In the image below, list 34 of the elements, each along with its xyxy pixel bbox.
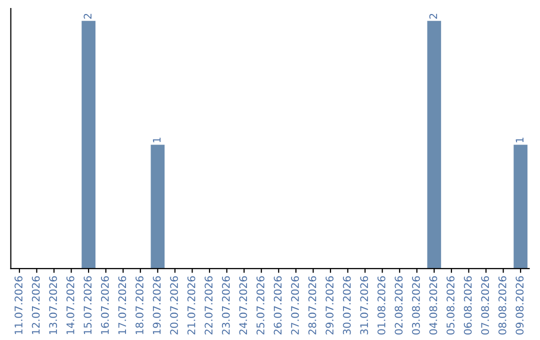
x-tick-label: 01.08.2026 <box>377 276 386 334</box>
x-tick-label: 30.07.2026 <box>342 276 351 334</box>
x-tick-label: 15.07.2026 <box>84 276 92 334</box>
x-tick-label: 16.07.2026 <box>100 276 109 334</box>
x-tick-label: 25.07.2026 <box>256 276 264 334</box>
x-tick-label: 17.07.2026 <box>118 276 126 334</box>
x-tick-label: 28.07.2026 <box>308 276 316 334</box>
x-tick-label: 05.08.2026 <box>446 276 454 334</box>
x-tick-label: 19.07.2026 <box>152 276 161 334</box>
x-tick-label: 12.07.2026 <box>32 276 40 334</box>
x-tick-label: 02.08.2026 <box>394 276 403 334</box>
x-tick-label: 13.07.2026 <box>49 276 58 334</box>
x-tick-label: 06.08.2026 <box>464 276 472 334</box>
x-tick-label: 31.07.2026 <box>360 276 368 334</box>
x-tick-label: 26.07.2026 <box>274 276 282 334</box>
x-tick-label: 29.07.2026 <box>326 276 334 334</box>
x-tick-label: 18.07.2026 <box>136 276 144 334</box>
x-tick-label: 23.07.2026 <box>222 276 230 334</box>
x-tick-label: 24.07.2026 <box>239 276 248 334</box>
x-tick-label: 09.08.2026 <box>516 276 524 334</box>
x-tick-label: 07.08.2026 <box>481 276 490 334</box>
x-tick-label: 04.08.2026 <box>429 276 438 334</box>
x-tick-label: 11.07.2026 <box>14 276 22 334</box>
x-tick-label: 14.07.2026 <box>66 276 74 334</box>
x-tick-label: 21.07.2026 <box>187 276 196 334</box>
x-tick-label: 22.07.2026 <box>204 276 213 334</box>
x-tick-label: 27.07.2026 <box>291 276 299 334</box>
data-label: 1 <box>516 138 524 142</box>
x-tick-label: 08.08.2026 <box>498 276 506 334</box>
x-tick-label: 20.07.2026 <box>170 276 178 334</box>
data-label: 2 <box>84 14 92 19</box>
data-label: 2 <box>429 14 438 19</box>
data-label: 1 <box>152 138 161 142</box>
x-tick-label: 03.08.2026 <box>412 276 420 334</box>
